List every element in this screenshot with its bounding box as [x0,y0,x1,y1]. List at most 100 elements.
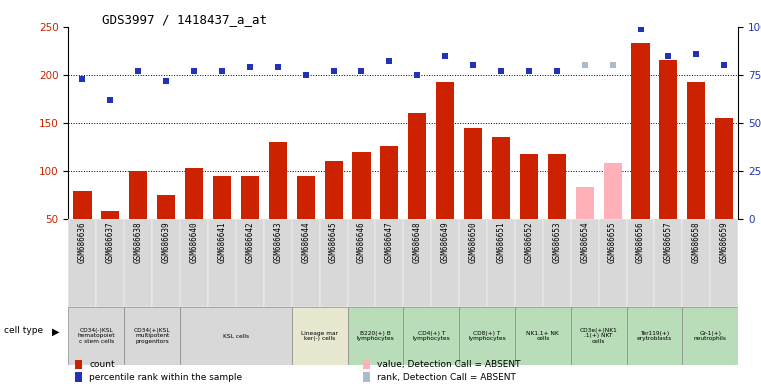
Text: GSM686641: GSM686641 [218,222,227,263]
Bar [363,372,371,382]
Bar [264,219,291,307]
Bar [599,219,626,307]
Bar [213,176,231,219]
Point [244,64,256,70]
Text: GSM686649: GSM686649 [441,222,450,263]
Bar [408,113,426,219]
Bar [431,219,459,307]
Point [160,78,172,84]
Text: CD34(+)KSL
multipotent
progenitors: CD34(+)KSL multipotent progenitors [134,328,170,344]
Bar [403,307,459,365]
Text: GSM686638: GSM686638 [134,222,143,263]
Text: GSM686643: GSM686643 [273,222,282,263]
Text: GSM686657: GSM686657 [664,222,673,263]
Bar [575,187,594,219]
Point [467,62,479,68]
Bar [375,219,403,307]
Point [551,68,563,74]
Bar [240,176,259,219]
Text: GSM686645: GSM686645 [329,222,338,263]
Bar [180,219,208,307]
Point [76,76,88,82]
Bar [269,142,287,219]
Bar [380,146,399,219]
Bar [97,219,124,307]
Bar [626,219,654,307]
Text: Gr-1(+)
neutrophils: Gr-1(+) neutrophils [694,331,727,341]
Bar [320,219,348,307]
Text: Lineage mar
ker(-) cells: Lineage mar ker(-) cells [301,331,338,341]
Bar [710,219,738,307]
Bar [291,219,320,307]
Text: GSM686652: GSM686652 [524,222,533,263]
Bar [348,219,375,307]
Text: CD3e(+)NK1
.1(+) NKT
cells: CD3e(+)NK1 .1(+) NKT cells [580,328,617,344]
Bar [520,154,538,219]
Bar [75,360,82,369]
Text: GSM686656: GSM686656 [636,222,645,263]
Bar [738,307,761,365]
Point [607,62,619,68]
Bar [459,307,515,365]
Text: rank, Detection Call = ABSENT: rank, Detection Call = ABSENT [377,373,516,382]
Point [718,62,731,68]
Bar [515,219,543,307]
Text: GSM686650: GSM686650 [469,222,478,263]
Bar [73,191,91,219]
Text: NK1.1+ NK
cells: NK1.1+ NK cells [527,331,559,341]
Text: GSM686639: GSM686639 [161,222,170,263]
Bar [683,307,738,365]
Point [327,68,339,74]
Text: GSM686658: GSM686658 [692,222,701,263]
Bar [659,61,677,219]
Text: B220(+) B
lymphocytes: B220(+) B lymphocytes [357,331,394,341]
Point [188,68,200,74]
Bar [352,152,371,219]
Text: GSM686659: GSM686659 [720,222,729,263]
Bar [687,82,705,219]
Bar [603,163,622,219]
Bar [654,219,683,307]
Text: GSM686653: GSM686653 [552,222,562,263]
Text: GSM686646: GSM686646 [357,222,366,263]
Bar [571,219,599,307]
Bar [157,195,175,219]
Bar [124,219,152,307]
Bar [464,127,482,219]
Bar [185,168,203,219]
Bar [543,219,571,307]
Bar [75,372,82,382]
Bar [180,307,291,365]
Text: GSM686651: GSM686651 [496,222,505,263]
Bar [492,137,510,219]
Text: CD4(+) T
lymphocytes: CD4(+) T lymphocytes [412,331,450,341]
Bar [68,307,124,365]
Point [662,53,674,59]
Point [355,68,368,74]
Point [104,97,116,103]
Bar [683,219,710,307]
Point [384,58,396,65]
Point [495,68,507,74]
Text: CD34(-)KSL
hematopoiet
c stem cells: CD34(-)KSL hematopoiet c stem cells [78,328,115,344]
Text: GSM686647: GSM686647 [385,222,394,263]
Bar [324,161,342,219]
Bar [129,171,148,219]
Bar [124,307,180,365]
Bar [101,211,119,219]
Bar [571,307,626,365]
Text: KSL cells: KSL cells [223,333,249,339]
Text: cell type: cell type [4,326,43,335]
Text: GSM686636: GSM686636 [78,222,87,263]
Text: count: count [89,360,115,369]
Text: percentile rank within the sample: percentile rank within the sample [89,373,242,382]
Bar [208,219,236,307]
Text: GSM686644: GSM686644 [301,222,310,263]
Point [439,53,451,59]
Point [300,72,312,78]
Text: GSM686640: GSM686640 [189,222,199,263]
Bar [236,219,264,307]
Bar [459,219,487,307]
Bar [297,176,315,219]
Text: CD8(+) T
lymphocytes: CD8(+) T lymphocytes [468,331,506,341]
